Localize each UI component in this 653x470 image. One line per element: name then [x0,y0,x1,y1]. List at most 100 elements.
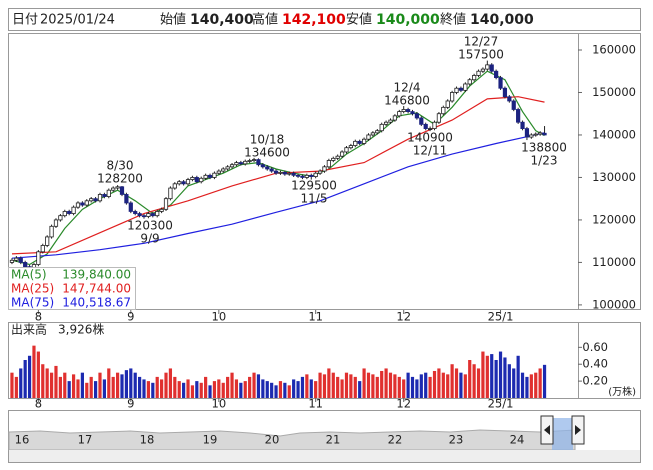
legend-value: 147,744.00 [62,282,131,296]
volume-bar [529,374,533,398]
volume-bar [437,368,441,398]
candle-body [115,186,120,189]
navigator-label: 19 [203,433,218,447]
candle-body [370,132,375,136]
candle-body [322,166,327,172]
navigator-selection[interactable] [552,418,573,450]
candle-body [454,87,459,93]
x-tick-label: 12 [396,310,411,324]
header-box [8,8,641,31]
candle-body [529,134,534,138]
volume-bar [32,345,36,398]
volume-bar [446,374,450,398]
candle-body [419,117,424,125]
volume-bar [248,376,252,398]
candle-body [507,96,512,102]
y-tick-label: 150000 [592,85,636,99]
volume-bar [23,360,27,398]
candle-body [119,186,125,195]
volume-bar [182,382,186,398]
candle-body [221,168,226,172]
volume-bar [507,364,511,398]
candle-body [472,75,477,81]
volume-bar [305,374,309,398]
volume-bar [173,376,177,398]
volume-bar [327,368,331,398]
volume-bar [129,368,133,398]
volume-bar [45,368,49,398]
volume-bar [314,381,318,398]
moving-average [11,132,545,259]
volume-bar [124,370,129,398]
volume-bar [190,385,195,398]
candle-body [146,213,151,217]
candle-body [313,172,318,177]
candle-body [511,100,516,110]
navigator-label: 17 [78,433,93,447]
candle-body [234,162,239,166]
volume-bar [63,372,67,398]
legend-items: MA(5) 139,840.00 MA(25) 147,744.00 MA(75) 140… [11,268,131,310]
candle-body [203,174,208,179]
candle-body [225,166,230,170]
candle-body [269,168,274,172]
volume-bar [164,372,168,398]
annotation: 146800 [384,94,430,108]
navigator-label: 24 [510,433,525,447]
candle-body [177,181,182,185]
candle-body [344,147,349,153]
candle-body [489,64,494,72]
annotation: 8/30 [107,159,134,173]
volume-panel [8,322,641,399]
candle-body [9,259,15,263]
candle-body [163,198,169,210]
annotation: 1/23 [531,154,558,168]
volume-bar [498,351,503,398]
y-tick-label: 110000 [592,255,636,269]
volume-bar [503,357,507,398]
candle-body [168,187,173,200]
candle-body [304,174,309,178]
candle-body [190,177,195,180]
annotation: 138800 [521,141,567,155]
volume-bar [85,382,89,398]
volume-bar [542,364,547,398]
candle-body [14,257,19,261]
candle-body [238,162,243,165]
volume-bar [58,376,62,398]
candle-body [155,211,160,217]
volume-bar [476,368,481,398]
candle-body [361,138,367,144]
x-tick-label: 9 [127,310,134,324]
legend-value: 140,518.67 [62,296,131,310]
handle-arrow [575,425,581,435]
volume-bar [146,381,151,398]
candle-body [124,194,129,204]
volume-bar [27,355,32,398]
candle-body [251,159,257,162]
volume-bar [512,368,516,398]
volume-unit: (万株) [608,385,636,398]
x-tick-label: 10 [212,310,227,324]
candle-body [67,211,72,214]
navigator-label: 22 [388,433,403,447]
volume-bar [208,385,212,398]
candle-body [397,111,402,117]
candle-body [353,140,358,146]
candle-body [476,70,481,76]
volume-bar [481,351,485,398]
open: 140,400 [190,12,254,28]
volume-title: 出来高 [11,323,47,337]
volume-bar [177,381,181,398]
candle-body [185,179,191,185]
volume-bar [349,374,353,398]
x-tick-label: 11 [308,310,323,324]
volume-bar [516,355,520,398]
volume-bar [49,372,54,398]
navigator-label: 23 [449,433,464,447]
y-tick-label: 160000 [592,42,636,56]
legend-name: MA(75) [11,296,54,310]
volume-bar [142,379,146,398]
volume-bar [111,376,115,398]
